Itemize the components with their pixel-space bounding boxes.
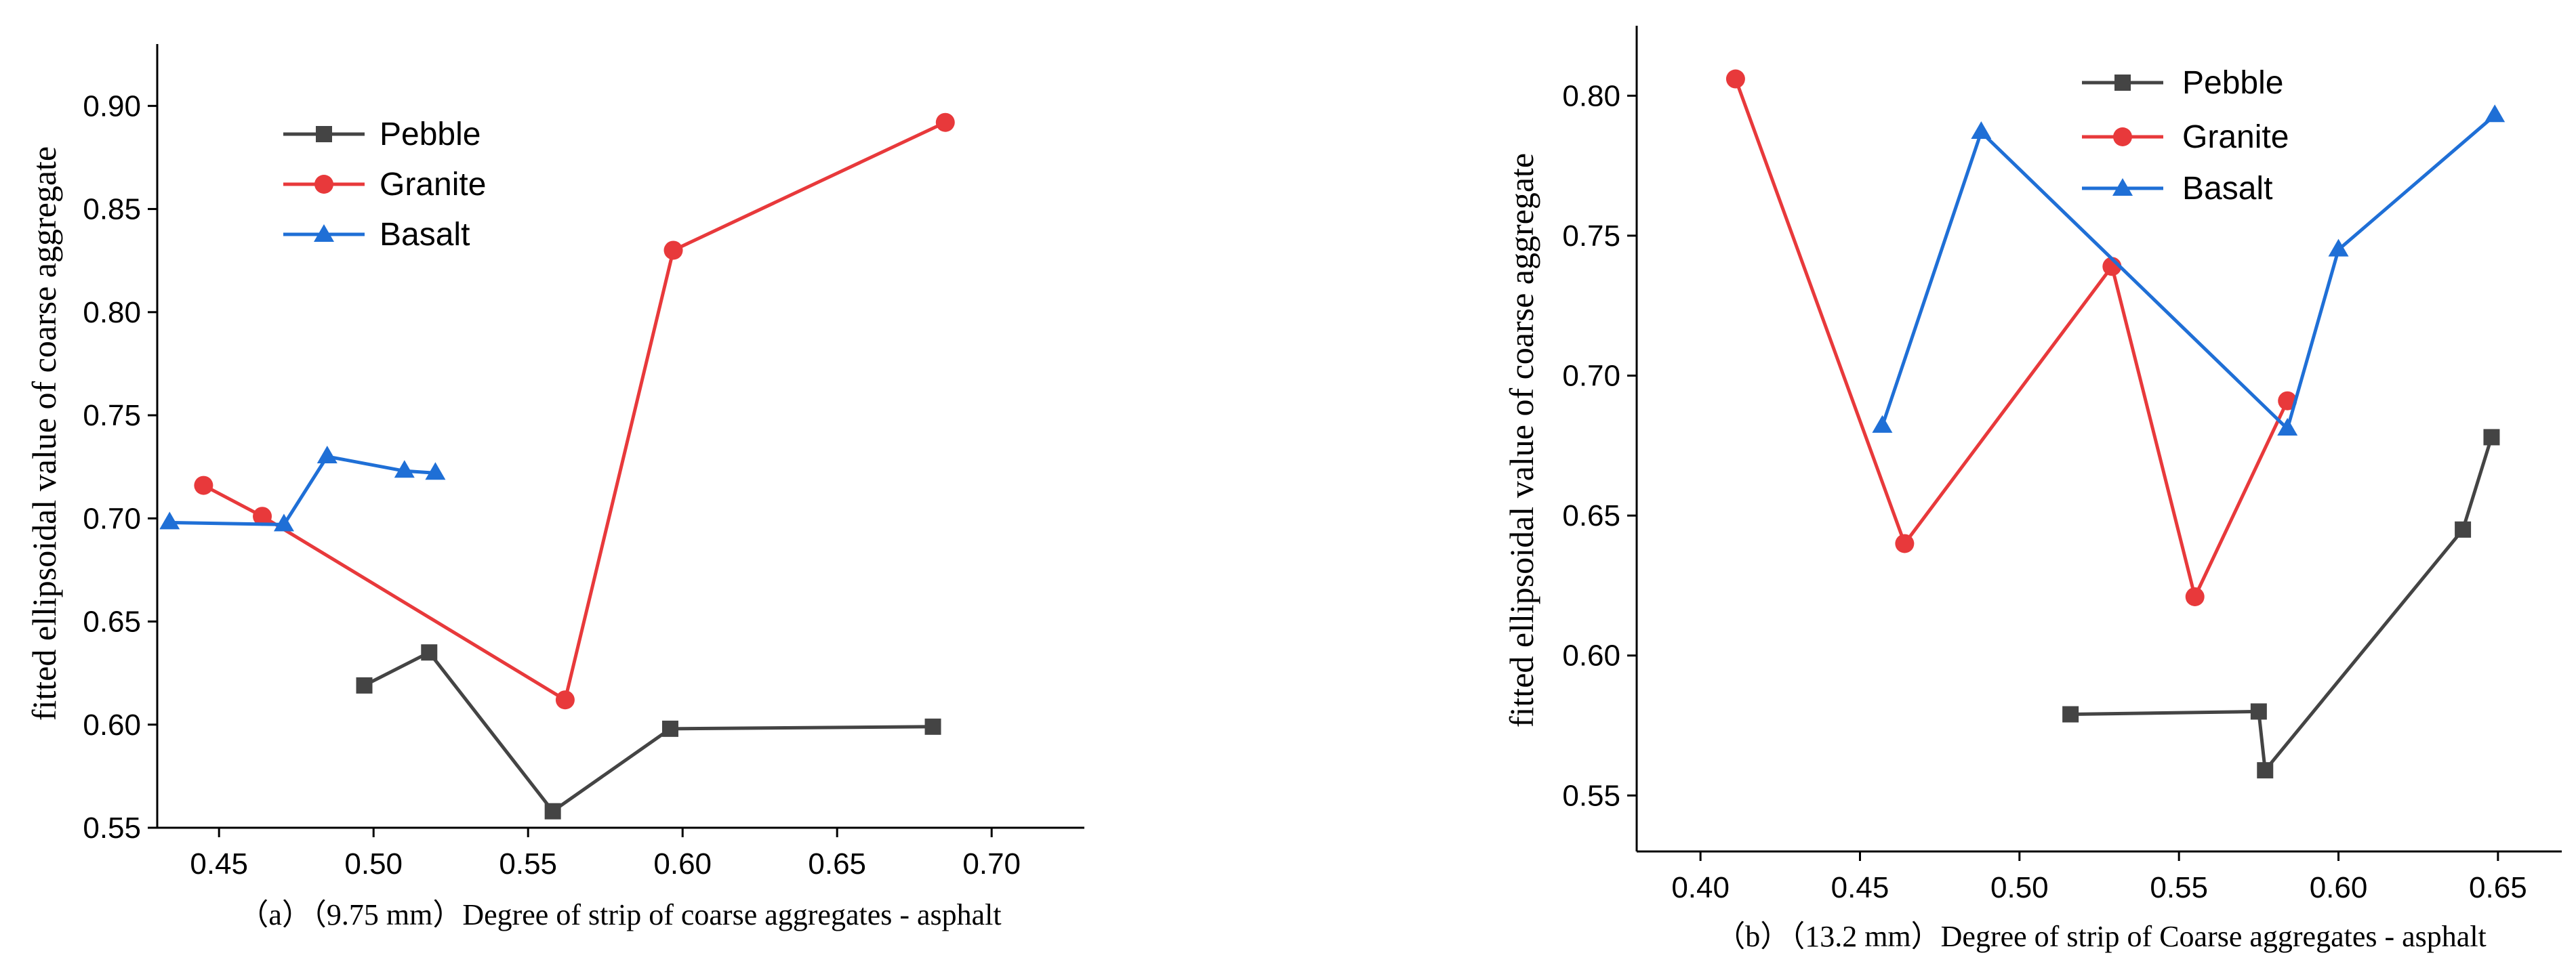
chart-b-point-pebble — [2250, 703, 2267, 720]
chart-a-y-tick-label: 0.80 — [83, 296, 141, 329]
chart-a-x-tick-label: 0.55 — [499, 847, 557, 881]
chart-a-point-basalt — [159, 511, 180, 530]
chart-b-point-basalt — [2328, 238, 2349, 257]
legend-marker-triangle — [2112, 178, 2133, 196]
chart-a-caption: （a）（9.75 mm）Degree of strip of coarse ag… — [239, 898, 1001, 931]
chart-a-x-ticks: 0.45 0.50 0.55 0.60 0.65 0.70 — [190, 828, 1021, 881]
chart-a-point-basalt — [425, 462, 446, 480]
chart-a-point-pebble — [356, 677, 373, 694]
chart-a-series — [159, 112, 955, 820]
chart-a-point-basalt — [273, 513, 294, 532]
chart-b-legend-item-basalt: Basalt — [2082, 171, 2272, 207]
chart-a-x-tick-label: 0.60 — [653, 847, 712, 881]
chart-a-point-granite — [555, 690, 575, 710]
chart-b-y-tick-label: 0.75 — [1562, 219, 1620, 253]
chart-b-legend-label: Basalt — [2182, 171, 2272, 207]
chart-a-y-ticks: 0.55 0.60 0.65 0.70 0.75 0.80 0.85 0.90 — [83, 89, 157, 845]
legend-marker-square — [316, 126, 332, 142]
chart-b: 0.55 0.60 0.65 0.70 0.75 0.80 0.40 0.45 0.50 0.5… — [1502, 26, 2562, 953]
chart-a-point-granite — [194, 476, 213, 495]
chart-a-y-axis-title: fitted ellipsoidal value of coarse aggre… — [25, 146, 63, 721]
chart-b-point-granite — [1895, 534, 1915, 553]
chart-b-series-line-granite — [1734, 78, 2289, 599]
chart-a-x-tick-label: 0.50 — [344, 847, 403, 881]
chart-b-y-tick-label: 0.65 — [1562, 499, 1620, 532]
chart-b-series — [1725, 69, 2506, 779]
chart-a-point-pebble — [544, 803, 561, 820]
chart-a-legend-item-basalt: Basalt — [283, 217, 470, 253]
chart-b-legend-label: Granite — [2182, 119, 2289, 155]
chart-a-legend-label: Basalt — [380, 217, 470, 253]
chart-b-point-pebble — [2257, 762, 2274, 779]
chart-a-point-granite — [663, 240, 683, 260]
legend-marker-square — [2114, 75, 2131, 91]
chart-a-point-pebble — [924, 718, 941, 735]
chart-b-point-granite — [2185, 587, 2205, 606]
chart-b-y-tick-label: 0.70 — [1562, 360, 1620, 393]
chart-a-x-tick-label: 0.70 — [962, 847, 1021, 881]
chart-a: 0.55 0.60 0.65 0.70 0.75 0.80 0.85 0.90 0.45 0.5… — [25, 44, 1084, 931]
chart-b-x-tick-label: 0.60 — [2310, 871, 2368, 904]
chart-b-y-ticks: 0.55 0.60 0.65 0.70 0.75 0.80 — [1562, 79, 1637, 812]
chart-b-point-basalt — [1971, 121, 1992, 140]
chart-b-point-basalt — [1872, 415, 1893, 433]
chart-b-point-pebble — [2455, 521, 2472, 538]
chart-b-legend-item-pebble: Pebble — [2082, 65, 2283, 101]
chart-a-legend: Pebble Granite Basalt — [283, 117, 486, 253]
chart-b-point-granite — [1725, 69, 1745, 89]
chart-b-legend-item-granite: Granite — [2082, 119, 2289, 155]
chart-a-series-line-granite — [203, 121, 946, 702]
chart-b-series-line-basalt — [1881, 114, 2496, 431]
legend-marker-circle — [314, 175, 333, 194]
chart-b-y-axis-title: fitted ellipsoidal value of coarse aggre… — [1502, 153, 1540, 728]
chart-a-legend-item-pebble: Pebble — [283, 117, 481, 152]
chart-b-x-tick-label: 0.40 — [1671, 871, 1730, 904]
chart-a-y-tick-label: 0.90 — [83, 89, 141, 123]
chart-b-x-tick-label: 0.55 — [2150, 871, 2208, 904]
chart-a-y-tick-label: 0.65 — [83, 606, 141, 639]
chart-a-y-tick-label: 0.75 — [83, 399, 141, 432]
chart-a-point-granite — [253, 507, 272, 526]
chart-b-point-basalt — [2277, 418, 2298, 436]
chart-a-x-tick-label: 0.45 — [190, 847, 248, 881]
chart-b-legend: Pebble Granite Basalt — [2082, 65, 2289, 207]
chart-b-point-pebble — [2483, 429, 2500, 446]
chart-a-legend-label: Pebble — [380, 117, 481, 152]
chart-b-point-granite — [2278, 391, 2297, 410]
chart-a-y-tick-label: 0.70 — [83, 502, 141, 535]
legend-marker-circle — [2113, 127, 2132, 146]
chart-a-y-tick-label: 0.85 — [83, 193, 141, 226]
chart-b-caption: （b）（13.2 mm）Degree of strip of Coarse ag… — [1715, 920, 2487, 953]
chart-b-point-basalt — [2485, 104, 2506, 123]
chart-b-y-tick-label: 0.80 — [1562, 79, 1620, 112]
chart-b-series-line-pebble — [2070, 436, 2493, 772]
legend-marker-triangle — [314, 224, 334, 242]
chart-b-y-tick-label: 0.55 — [1562, 779, 1620, 812]
chart-a-point-granite — [935, 112, 955, 132]
chart-b-x-tick-label: 0.50 — [1990, 871, 2049, 904]
chart-b-point-pebble — [2062, 706, 2079, 723]
chart-b-legend-label: Pebble — [2182, 65, 2283, 101]
chart-a-point-basalt — [316, 445, 338, 463]
chart-a-point-pebble — [421, 644, 438, 661]
chart-a-x-tick-label: 0.65 — [808, 847, 866, 881]
chart-b-x-tick-label: 0.65 — [2469, 871, 2527, 904]
chart-a-point-basalt — [394, 460, 415, 478]
chart-a-series-line-pebble — [363, 650, 933, 814]
chart-b-x-ticks: 0.40 0.45 0.50 0.55 0.60 0.65 — [1671, 851, 2527, 904]
chart-a-y-tick-label: 0.55 — [83, 811, 141, 845]
chart-a-point-pebble — [661, 720, 678, 737]
chart-a-legend-label: Granite — [380, 167, 486, 203]
chart-b-x-tick-label: 0.45 — [1831, 871, 1889, 904]
chart-b-y-tick-label: 0.60 — [1562, 639, 1620, 673]
chart-a-y-tick-label: 0.60 — [83, 709, 141, 742]
chart-a-legend-item-granite: Granite — [283, 167, 486, 203]
